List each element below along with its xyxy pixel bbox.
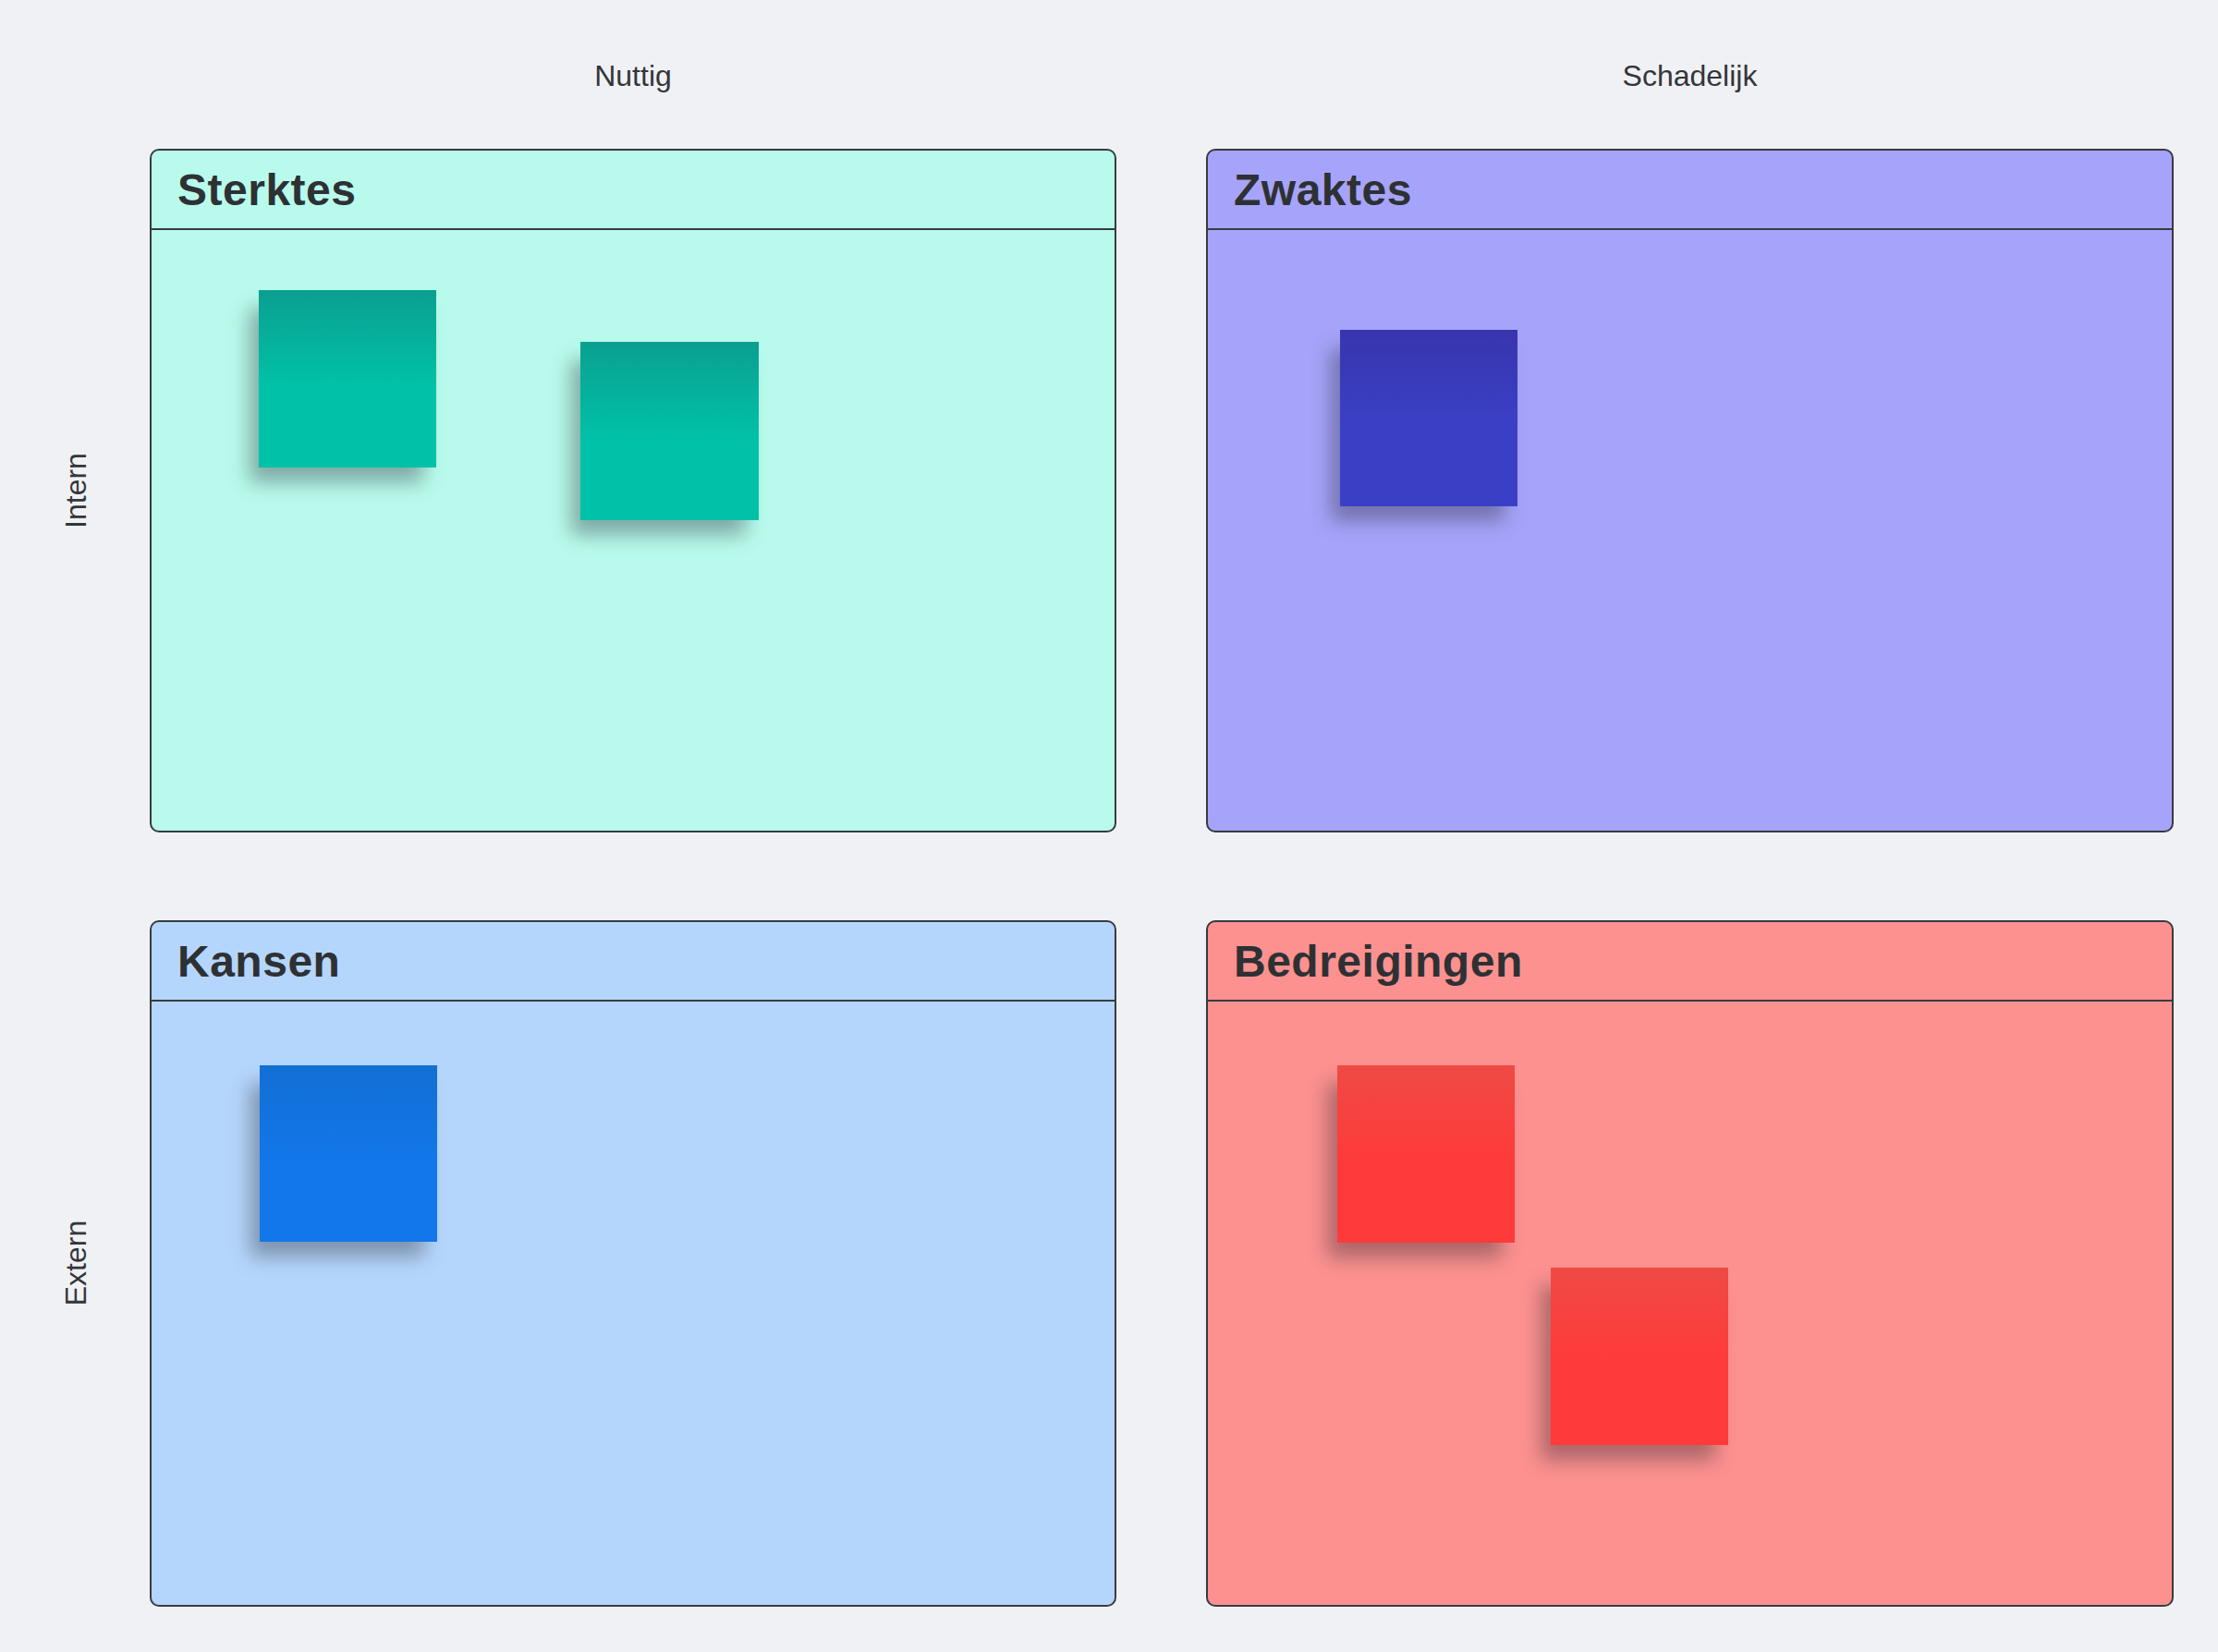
quadrant-bedreigingen-title: Bedreigingen [1234,936,1523,987]
sticky-note-zwaktes[interactable] [1340,330,1517,506]
quadrant-zwaktes-body[interactable] [1208,230,2172,831]
sticky-note-kansen[interactable] [260,1065,437,1242]
quadrant-bedreigingen[interactable]: Bedreigingen [1206,920,2174,1607]
quadrant-sterktes-title: Sterktes [177,164,356,215]
axis-label-nuttig: Nuttig [150,57,1116,94]
sticky-note-sterktes[interactable] [580,342,759,520]
quadrant-zwaktes[interactable]: Zwaktes [1206,149,2174,832]
quadrant-bedreigingen-header: Bedreigingen [1208,922,2172,1002]
quadrant-sterktes-header: Sterktes [152,151,1115,230]
quadrant-kansen-title: Kansen [177,936,340,987]
quadrant-sterktes[interactable]: Sterktes [150,149,1116,832]
axis-label-schadelijk: Schadelijk [1206,57,2174,94]
swot-board: Nuttig Schadelijk Intern Extern Sterktes… [0,0,2218,1652]
axis-label-intern: Intern [57,453,94,528]
quadrant-zwaktes-title: Zwaktes [1234,164,1412,215]
quadrant-zwaktes-header: Zwaktes [1208,151,2172,230]
axis-label-extern: Extern [57,1221,94,1306]
sticky-note-bedreigingen[interactable] [1337,1065,1515,1243]
quadrant-kansen[interactable]: Kansen [150,920,1116,1607]
sticky-note-sterktes[interactable] [259,290,436,468]
quadrant-kansen-header: Kansen [152,922,1115,1002]
sticky-note-bedreigingen[interactable] [1551,1268,1728,1445]
